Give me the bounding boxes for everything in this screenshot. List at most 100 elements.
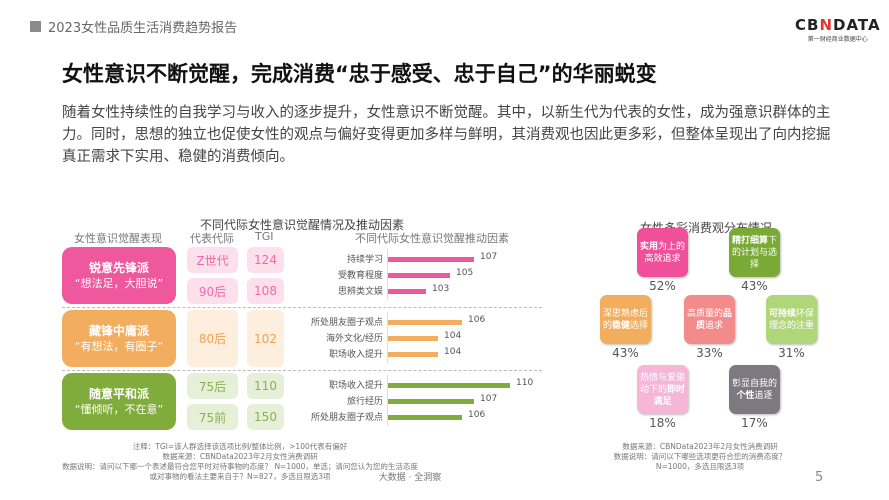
factor-value: 104 <box>444 347 462 357</box>
tile-text-post: 选择 <box>630 320 649 331</box>
header-square-icon <box>30 21 41 32</box>
awareness-group: 随意平和派 “懂倾听，不在意” <box>62 373 176 430</box>
consumption-tile: 深思熟虑后的稳健选择 <box>600 295 651 344</box>
consumption-tile: 高质量的品质追求 <box>684 295 735 344</box>
group-divider <box>62 307 542 308</box>
group-quote: “想法足，大胆说” <box>74 276 164 290</box>
consumption-tile: 彰显自我的个性追逐 <box>729 365 780 414</box>
factor-value: 106 <box>468 410 486 420</box>
tgi-cell: 110 <box>247 373 284 399</box>
factor-value: 110 <box>516 378 534 388</box>
consumption-tile: 精打细算下的计划与选择 <box>729 228 780 277</box>
tile-text-bold: 个性 <box>736 390 755 401</box>
bar-axis <box>387 312 388 363</box>
factor-bar <box>388 415 462 420</box>
factor-label: 思辨类文娱 <box>337 287 383 297</box>
generation-cell: Z世代 <box>187 247 238 273</box>
generation-cell: 75前 <box>187 404 238 430</box>
tile-percent: 43% <box>741 279 768 293</box>
group-name: 随意平和派 <box>88 386 149 401</box>
tgi-cell: 108 <box>247 278 284 304</box>
tgi-cell: 150 <box>247 404 284 430</box>
factor-label: 所处朋友圈子观点 <box>310 318 383 328</box>
consumption-tile: 可持续环保理念的注重 <box>766 295 817 344</box>
tile-percent: 52% <box>649 279 676 293</box>
group-quote: “懂倾听，不在意” <box>74 402 164 416</box>
tgi-cell: 124 <box>247 247 284 273</box>
page-title: 女性意识不断觉醒，完成消费“忠于感受、忠于自己”的华丽蜕变 <box>62 62 657 86</box>
tile-text-post: 追逐 <box>754 390 773 401</box>
consumption-tile: 实用为上的高效追求 <box>637 228 688 277</box>
left-notes: 注释：TGI=该人群选择该选项比例/整体比例，>100代表有偏好 数据来源：CBN… <box>62 442 418 481</box>
tile-text: 可持续环保理念的注重 <box>768 308 815 332</box>
tile-text-bold: 即时满足 <box>653 384 686 407</box>
tile-text-bold: 可持续 <box>768 308 796 319</box>
tile-text-bold: 稳健 <box>611 320 630 331</box>
factor-bar <box>388 257 474 262</box>
tile-text: 热情与爱驱动下的即时满足 <box>639 372 686 408</box>
factor-label: 持续学习 <box>346 255 383 265</box>
factor-bar <box>388 336 438 341</box>
tile-text: 深思熟虑后的稳健选择 <box>602 308 649 332</box>
cbndata-logo: CBNDATA 第一财经商业数据中心 <box>795 16 881 43</box>
tile-text-post: 下的计划与选择 <box>731 235 778 270</box>
tile-percent: 18% <box>649 416 676 430</box>
factor-label: 受教育程度 <box>337 271 383 281</box>
tile-text-bold: 精打细算 <box>731 235 768 246</box>
tile-text-post: 追求 <box>705 320 724 331</box>
factor-value: 107 <box>480 394 498 404</box>
factor-bar <box>388 383 510 388</box>
tile-percent: 31% <box>778 346 805 360</box>
tile-text: 高质量的品质追求 <box>686 308 733 332</box>
tile-text-bold: 品质 <box>695 308 733 331</box>
factor-label: 海外文化/经历 <box>325 334 383 344</box>
factor-value: 106 <box>468 315 486 325</box>
left-section-title: 不同代际女性意识觉醒情况及推动因素 <box>200 218 405 232</box>
factor-label: 所处朋友圈子观点 <box>310 413 383 423</box>
tile-percent: 43% <box>612 346 639 360</box>
tile-text-post: 环保理念的注重 <box>768 308 815 331</box>
awareness-group: 藏锋中庸派 “有想法，有圈子” <box>62 310 176 367</box>
factor-bar <box>388 352 438 357</box>
page-number: 5 <box>815 470 824 485</box>
tile-text: 精打细算下的计划与选择 <box>731 235 778 271</box>
factor-value: 103 <box>432 284 450 294</box>
factor-value: 104 <box>444 331 462 341</box>
group-name: 藏锋中庸派 <box>88 323 149 338</box>
intro-paragraph: 随着女性持续性的自我学习与收入的逐步提升，女性意识不断觉醒。其中，以新生代为代表… <box>62 105 831 165</box>
tile-text-pre: 彰显自我的 <box>731 378 777 389</box>
factor-bar <box>388 399 474 404</box>
tile-text-pre: 高质量的 <box>686 308 723 319</box>
tile-text-pre: 深思熟虑后的 <box>602 308 648 331</box>
factor-label: 职场收入提升 <box>328 381 383 391</box>
group-name: 锐意先锋派 <box>88 260 149 275</box>
col-header-generation: 代表代际 <box>190 232 234 245</box>
bar-axis <box>387 375 388 426</box>
group-divider <box>62 370 542 371</box>
bar-axis <box>387 249 388 300</box>
col-header-factors: 不同代际女性意识觉醒推动因素 <box>355 232 509 245</box>
factor-bar <box>388 273 450 278</box>
awareness-group: 锐意先锋派 “想法足，大胆说” <box>62 247 176 304</box>
tile-percent: 33% <box>696 346 723 360</box>
tile-text-post: 为上的高效追求 <box>644 241 686 264</box>
factor-value: 107 <box>480 252 498 262</box>
generation-cell: 80后 <box>187 310 238 367</box>
tile-text: 实用为上的高效追求 <box>639 241 686 265</box>
col-header-tgi: TGI <box>255 230 274 243</box>
right-notes: 数据来源：CBNData2023年2月女性消费调研 数据说明：请问以下哪些选项更符… <box>613 442 787 471</box>
tgi-cell: 102 <box>247 310 284 367</box>
factor-bar <box>388 289 426 294</box>
group-quote: “有想法，有圈子” <box>74 339 164 353</box>
watermark: 大数据 · 全洞察 <box>378 473 442 483</box>
factor-bar <box>388 320 462 325</box>
generation-cell: 90后 <box>187 278 238 304</box>
consumption-tile: 热情与爱驱动下的即时满足 <box>637 365 688 414</box>
tile-percent: 17% <box>741 416 768 430</box>
factor-label: 旅行经历 <box>346 397 383 407</box>
col-header-awareness: 女性意识觉醒表现 <box>74 232 162 245</box>
tile-text-bold: 实用 <box>639 241 658 252</box>
report-title: 2023女性品质生活消费趋势报告 <box>48 21 238 36</box>
generation-cell: 75后 <box>187 373 238 399</box>
tile-text-pre: 热情与爱驱动下的 <box>639 372 685 395</box>
